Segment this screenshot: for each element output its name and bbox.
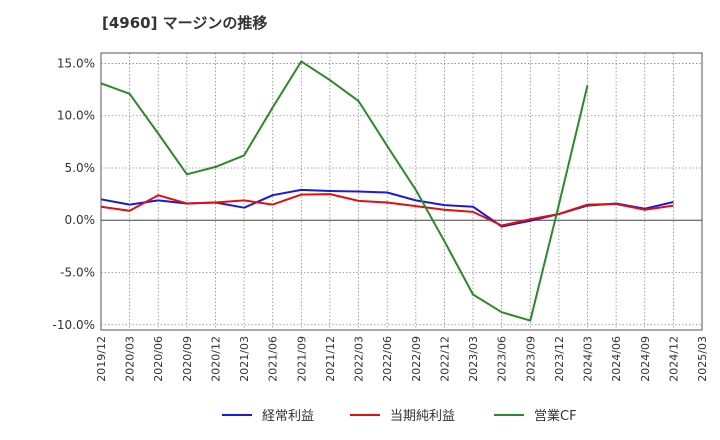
- x-tick-label: 2021/09: [295, 336, 308, 382]
- series-line-1: [100, 193, 674, 227]
- x-tick-label: 2020/06: [152, 336, 165, 382]
- legend-label-recurring-profit: 経常利益: [262, 409, 315, 424]
- x-tick-labels: 2019/12 2020/03 2020/06 2020/09 2020/12 2021/…: [95, 336, 709, 382]
- series-line-2: [100, 60, 589, 322]
- x-tick-label: 2021/12: [324, 336, 337, 382]
- y-tick-labels: 15.0% 10.0% 5.0% 0.0% -5.0% -10.0%: [53, 56, 95, 331]
- x-tick-label: 2022/06: [381, 336, 394, 382]
- x-tick-label: 2025/03: [696, 336, 709, 382]
- legend-label-net-income: 当期純利益: [390, 409, 456, 424]
- legend-item-operating-cf: 営業CF: [494, 405, 577, 424]
- y-tick-label: 15.0%: [57, 56, 95, 70]
- y-tick-label: -10.0%: [53, 318, 95, 332]
- y-tick-label: 10.0%: [57, 109, 95, 123]
- x-tick-label: 2021/06: [267, 336, 280, 382]
- x-tick-label: 2024/12: [667, 336, 680, 382]
- chart-title: [4960] マージンの推移: [102, 14, 268, 32]
- x-tick-label: 2023/09: [524, 336, 537, 382]
- x-tick-label: 2023/06: [496, 336, 509, 382]
- legend: 経常利益 当期純利益 営業CF: [0, 405, 720, 425]
- y-tick-label: 5.0%: [65, 161, 96, 175]
- x-tick-label: 2020/09: [181, 336, 194, 382]
- legend-swatch-operating-cf: [494, 413, 524, 416]
- x-tick-label: 2021/03: [238, 336, 251, 382]
- legend-label-operating-cf: 営業CF: [534, 409, 577, 424]
- plot-area-frame: [100, 52, 703, 331]
- x-tick-label: 2020/03: [124, 336, 137, 382]
- x-tick-label: 2022/12: [438, 336, 451, 382]
- legend-swatch-net-income: [350, 413, 380, 416]
- x-tick-label: 2022/09: [410, 336, 423, 382]
- legend-swatch-recurring-profit: [222, 413, 252, 416]
- x-tick-label: 2024/06: [610, 336, 623, 382]
- x-tick-label: 2019/12: [95, 336, 108, 382]
- x-tick-label: 2023/12: [553, 336, 566, 382]
- legend-item-recurring-profit: 経常利益: [222, 405, 314, 424]
- y-tick-label: -5.0%: [60, 266, 95, 280]
- x-tick-label: 2024/03: [582, 336, 595, 382]
- x-tick-label: 2023/03: [467, 336, 480, 382]
- legend-item-net-income: 当期純利益: [350, 405, 455, 424]
- series-layer: [100, 60, 674, 322]
- grid-layer: [101, 53, 702, 330]
- x-tick-label: 2022/03: [353, 336, 366, 382]
- y-tick-label: 0.0%: [65, 213, 96, 227]
- x-tick-label: 2024/09: [639, 336, 652, 382]
- x-tick-label: 2020/12: [209, 336, 222, 382]
